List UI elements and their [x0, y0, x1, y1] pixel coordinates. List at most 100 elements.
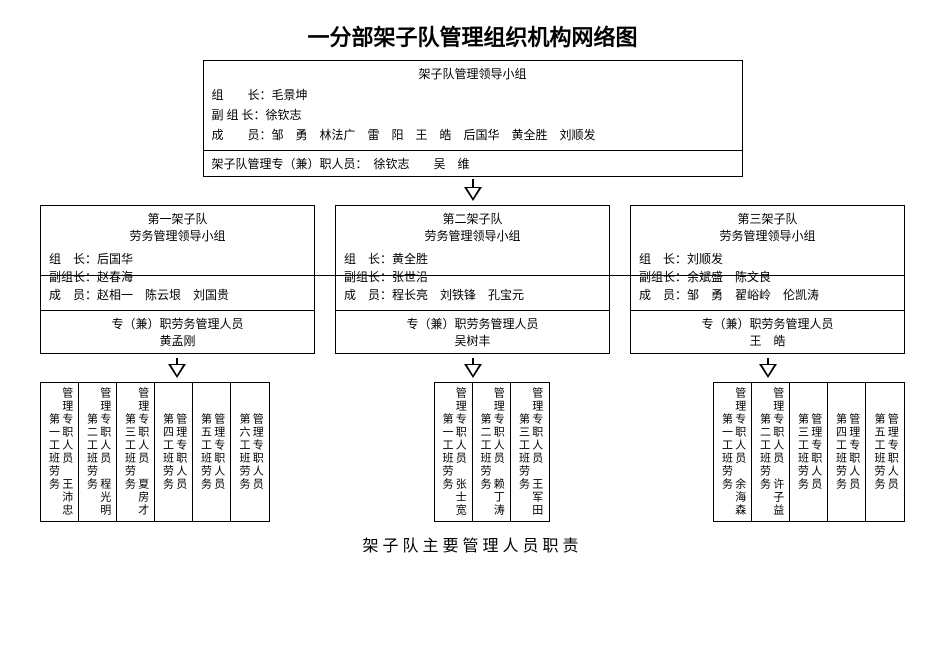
- cell-col1: 第三工班劳务: [122, 387, 135, 517]
- team-subtitle: 劳务管理领导小组: [41, 227, 314, 248]
- arrow-top: [40, 179, 905, 201]
- cell-col1: 第三工班劳务: [795, 387, 808, 517]
- manager-name: 黄孟刚: [41, 332, 314, 349]
- members-label: 成 员：: [212, 126, 272, 144]
- manager-label: 专（兼）职劳务管理人员: [631, 315, 904, 332]
- page-title: 一分部架子队管理组织机构网络图: [40, 20, 905, 52]
- cell-col1: 第二工班劳务: [478, 387, 491, 517]
- field-label: 成 员：: [344, 286, 392, 304]
- team-box: 第一架子队劳务管理领导小组组 长：后国华副组长：赵春海成 员：赵相一 陈云垠 刘…: [40, 205, 315, 354]
- field-label: 成 员：: [49, 286, 97, 304]
- cell-col2: 管理专职人员 许子益: [771, 387, 784, 517]
- workgroup-box: 第一工班劳务管理专职人员 张士宽第二工班劳务管理专职人员 赖丁涛第三工班劳务管理…: [434, 382, 550, 522]
- field-value: 程长亮 刘铁锋 孔宝元: [392, 288, 524, 302]
- leader-label: 组 长：: [212, 86, 272, 104]
- field-label: 成 员：: [639, 286, 687, 304]
- workgroup-cell: 第二工班劳务管理专职人员 许子益: [752, 383, 790, 521]
- manager-name: 吴树丰: [336, 332, 609, 349]
- workgroup-cell: 第四工班劳务管理专职人员: [155, 383, 193, 521]
- cell-col2: 管理专职人员 王军田: [530, 387, 543, 517]
- workgroup-box: 第一工班劳务管理专职人员 王沛忠第二工班劳务管理专职人员 程光明第三工班劳务管理…: [40, 382, 270, 522]
- workgroup-box: 第一工班劳务管理专职人员 余海森第二工班劳务管理专职人员 许子益第三工班劳务管理…: [713, 382, 905, 522]
- staff-value: 徐钦志 吴 维: [362, 157, 470, 171]
- workgroup-cell: 第三工班劳务管理专职人员 夏房才: [117, 383, 155, 521]
- workgroups-row: 第一工班劳务管理专职人员 王沛忠第二工班劳务管理专职人员 程光明第三工班劳务管理…: [40, 382, 905, 522]
- cell-col2: 管理专职人员 余海森: [733, 387, 746, 517]
- cell-col1: 第一工班劳务: [440, 387, 453, 517]
- field-label: 组 长：: [49, 250, 97, 268]
- cell-col2: 管理专职人员 程光明: [98, 387, 111, 517]
- workgroup-cell: 第二工班劳务管理专职人员 赖丁涛: [473, 383, 511, 521]
- cell-col1: 第四工班劳务: [833, 387, 846, 517]
- cell-col1: 第一工班劳务: [719, 387, 732, 517]
- team-subtitle: 劳务管理领导小组: [631, 227, 904, 248]
- cell-col2: 管理专职人员: [250, 387, 263, 517]
- deputy-label: 副 组 长：: [212, 106, 266, 124]
- field-value: 后国华: [97, 252, 133, 266]
- cell-col2: 管理专职人员 王沛忠: [60, 387, 73, 517]
- team-title: 第一架子队: [41, 206, 314, 227]
- teams-row: 第一架子队劳务管理领导小组组 长：后国华副组长：赵春海成 员：赵相一 陈云垠 刘…: [40, 205, 905, 354]
- cell-col2: 管理专职人员: [174, 387, 187, 517]
- workgroup-cell: 第一工班劳务管理专职人员 王沛忠: [41, 383, 79, 521]
- field-value: 赵相一 陈云垠 刘国贵: [97, 288, 229, 302]
- team-box: 第三架子队劳务管理领导小组组 长：刘顺发副组长：余斌盛 陈文良成 员：邹 勇 翟…: [630, 205, 905, 354]
- manager-label: 专（兼）职劳务管理人员: [336, 315, 609, 332]
- members-value: 邹 勇 林法广 雷 阳 王 皓 后国华 黄全胜 刘顺发: [272, 128, 596, 142]
- cell-col1: 第四工班劳务: [160, 387, 173, 517]
- field-value: 余斌盛 陈文良: [687, 270, 771, 284]
- arrow-down: [336, 358, 610, 378]
- arrow-down: [40, 358, 314, 378]
- arrow-down: [631, 358, 905, 378]
- field-label: 组 长：: [344, 250, 392, 268]
- leadership-box: 架子队管理领导小组 组 长：毛景坤 副 组 长：徐钦志 成 员：邹 勇 林法广 …: [203, 60, 743, 177]
- workgroup-cell: 第一工班劳务管理专职人员 余海森: [714, 383, 752, 521]
- team-column: 第一架子队劳务管理领导小组组 长：后国华副组长：赵春海成 员：赵相一 陈云垠 刘…: [40, 205, 315, 354]
- cell-col2: 管理专职人员: [847, 387, 860, 517]
- workgroup-cell: 第二工班劳务管理专职人员 程光明: [79, 383, 117, 521]
- arrows-row: [40, 358, 905, 378]
- cell-col1: 第二工班劳务: [84, 387, 97, 517]
- cell-col1: 第五工班劳务: [872, 387, 885, 517]
- team-title: 第二架子队: [336, 206, 609, 227]
- team-column: 第三架子队劳务管理领导小组组 长：刘顺发副组长：余斌盛 陈文良成 员：邹 勇 翟…: [630, 205, 905, 354]
- workgroup-cell: 第四工班劳务管理专职人员: [828, 383, 866, 521]
- field-value: 邹 勇 翟峪岭 伦凯涛: [687, 288, 819, 302]
- cell-col2: 管理专职人员 张士宽: [453, 387, 466, 517]
- workgroup-cell: 第五工班劳务管理专职人员: [866, 383, 904, 521]
- team-column: 第二架子队劳务管理领导小组组 长：黄全胜副组长：张世沿成 员：程长亮 刘铁锋 孔…: [335, 205, 610, 354]
- cell-col2: 管理专职人员: [885, 387, 898, 517]
- cell-col2: 管理专职人员: [212, 387, 225, 517]
- field-label: 副组长：: [49, 268, 97, 286]
- deputy-value: 徐钦志: [266, 108, 302, 122]
- field-label: 副组长：: [344, 268, 392, 286]
- cell-col1: 第六工班劳务: [237, 387, 250, 517]
- manager-label: 专（兼）职劳务管理人员: [41, 315, 314, 332]
- workgroup-cell: 第三工班劳务管理专职人员 王军田: [511, 383, 549, 521]
- field-value: 赵春海: [97, 270, 133, 284]
- cell-col2: 管理专职人员 赖丁涛: [491, 387, 504, 517]
- team-box: 第二架子队劳务管理领导小组组 长：黄全胜副组长：张世沿成 员：程长亮 刘铁锋 孔…: [335, 205, 610, 354]
- leadership-header: 架子队管理领导小组: [212, 65, 734, 82]
- staff-label: 架子队管理专（兼）职人员：: [212, 157, 362, 171]
- leader-value: 毛景坤: [272, 88, 308, 102]
- cell-col2: 管理专职人员 夏房才: [136, 387, 149, 517]
- cell-col1: 第三工班劳务: [516, 387, 529, 517]
- cell-col1: 第二工班劳务: [757, 387, 770, 517]
- cell-col2: 管理专职人员: [809, 387, 822, 517]
- team-title: 第三架子队: [631, 206, 904, 227]
- field-value: 刘顺发: [687, 252, 723, 266]
- cell-col1: 第一工班劳务: [46, 387, 59, 517]
- manager-name: 王 皓: [631, 332, 904, 349]
- team-subtitle: 劳务管理领导小组: [336, 227, 609, 248]
- cell-col1: 第五工班劳务: [198, 387, 211, 517]
- workgroup-cell: 第一工班劳务管理专职人员 张士宽: [435, 383, 473, 521]
- workgroup-cell: 第六工班劳务管理专职人员: [231, 383, 269, 521]
- field-value: 张世沿: [392, 270, 428, 284]
- footer-title: 架子队主要管理人员职责: [40, 532, 905, 556]
- workgroup-cell: 第三工班劳务管理专职人员: [790, 383, 828, 521]
- workgroup-cell: 第五工班劳务管理专职人员: [193, 383, 231, 521]
- field-label: 副组长：: [639, 268, 687, 286]
- field-value: 黄全胜: [392, 252, 428, 266]
- field-label: 组 长：: [639, 250, 687, 268]
